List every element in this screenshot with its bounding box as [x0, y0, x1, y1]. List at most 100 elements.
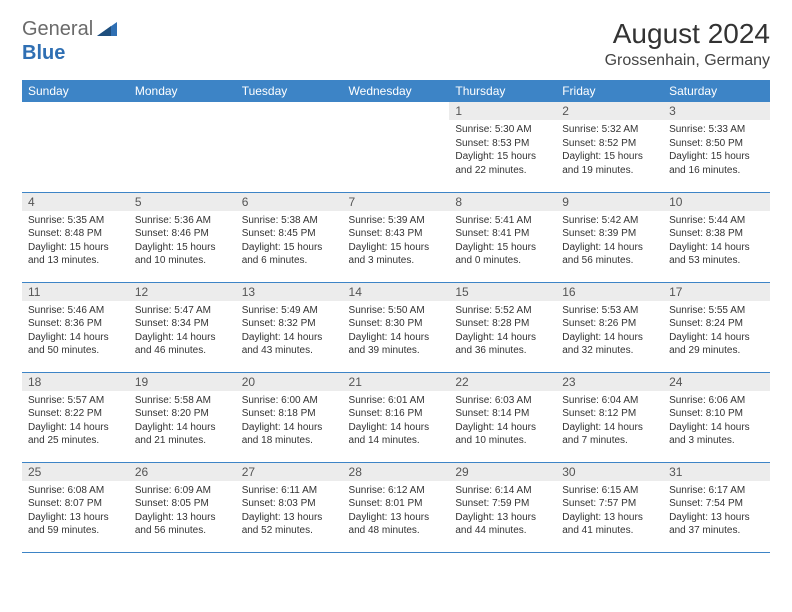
sunset-text: Sunset: 8:41 PM	[455, 227, 550, 241]
calendar-day-cell: 2Sunrise: 5:32 AMSunset: 8:52 PMDaylight…	[556, 102, 663, 192]
day-details: Sunrise: 5:53 AMSunset: 8:26 PMDaylight:…	[556, 301, 663, 362]
day-details: Sunrise: 5:38 AMSunset: 8:45 PMDaylight:…	[236, 211, 343, 272]
daylight-text-2: and 14 minutes.	[349, 434, 444, 448]
daylight-text-1: Daylight: 14 hours	[28, 421, 123, 435]
day-number: 6	[236, 193, 343, 211]
calendar-day-cell: 4Sunrise: 5:35 AMSunset: 8:48 PMDaylight…	[22, 192, 129, 282]
day-details: Sunrise: 6:03 AMSunset: 8:14 PMDaylight:…	[449, 391, 556, 452]
calendar-day-cell: 25Sunrise: 6:08 AMSunset: 8:07 PMDayligh…	[22, 462, 129, 552]
sunset-text: Sunset: 8:28 PM	[455, 317, 550, 331]
page-title: August 2024	[605, 18, 770, 50]
daylight-text-2: and 41 minutes.	[562, 524, 657, 538]
daylight-text-1: Daylight: 13 hours	[669, 511, 764, 525]
daylight-text-2: and 3 minutes.	[669, 434, 764, 448]
calendar-day-cell: 30Sunrise: 6:15 AMSunset: 7:57 PMDayligh…	[556, 462, 663, 552]
daylight-text-1: Daylight: 14 hours	[669, 421, 764, 435]
sunrise-text: Sunrise: 6:00 AM	[242, 394, 337, 408]
sunrise-text: Sunrise: 6:15 AM	[562, 484, 657, 498]
sunrise-text: Sunrise: 6:14 AM	[455, 484, 550, 498]
calendar-day-cell: 12Sunrise: 5:47 AMSunset: 8:34 PMDayligh…	[129, 282, 236, 372]
day-number: 7	[343, 193, 450, 211]
day-number: 23	[556, 373, 663, 391]
calendar-day-cell: 22Sunrise: 6:03 AMSunset: 8:14 PMDayligh…	[449, 372, 556, 462]
day-details: Sunrise: 6:01 AMSunset: 8:16 PMDaylight:…	[343, 391, 450, 452]
daylight-text-2: and 22 minutes.	[455, 164, 550, 178]
title-block: August 2024 Grossenhain, Germany	[605, 18, 770, 70]
calendar-day-cell: 28Sunrise: 6:12 AMSunset: 8:01 PMDayligh…	[343, 462, 450, 552]
sunset-text: Sunset: 7:54 PM	[669, 497, 764, 511]
daylight-text-2: and 53 minutes.	[669, 254, 764, 268]
calendar-day-cell: 9Sunrise: 5:42 AMSunset: 8:39 PMDaylight…	[556, 192, 663, 282]
day-details: Sunrise: 6:11 AMSunset: 8:03 PMDaylight:…	[236, 481, 343, 542]
daylight-text-1: Daylight: 13 hours	[562, 511, 657, 525]
sunset-text: Sunset: 8:46 PM	[135, 227, 230, 241]
calendar-week-row: 25Sunrise: 6:08 AMSunset: 8:07 PMDayligh…	[22, 462, 770, 552]
day-details: Sunrise: 5:50 AMSunset: 8:30 PMDaylight:…	[343, 301, 450, 362]
sunrise-text: Sunrise: 5:57 AM	[28, 394, 123, 408]
calendar-body: 1Sunrise: 5:30 AMSunset: 8:53 PMDaylight…	[22, 102, 770, 552]
day-details: Sunrise: 5:41 AMSunset: 8:41 PMDaylight:…	[449, 211, 556, 272]
day-number: 3	[663, 102, 770, 120]
sunrise-text: Sunrise: 5:44 AM	[669, 214, 764, 228]
day-number: 28	[343, 463, 450, 481]
day-number: 31	[663, 463, 770, 481]
daylight-text-2: and 21 minutes.	[135, 434, 230, 448]
sunset-text: Sunset: 7:59 PM	[455, 497, 550, 511]
calendar-header-row: SundayMondayTuesdayWednesdayThursdayFrid…	[22, 80, 770, 102]
day-number: 16	[556, 283, 663, 301]
day-details: Sunrise: 5:36 AMSunset: 8:46 PMDaylight:…	[129, 211, 236, 272]
column-header: Monday	[129, 80, 236, 102]
daylight-text-1: Daylight: 13 hours	[135, 511, 230, 525]
sunrise-text: Sunrise: 5:38 AM	[242, 214, 337, 228]
sunrise-text: Sunrise: 5:55 AM	[669, 304, 764, 318]
day-number: 25	[22, 463, 129, 481]
sunrise-text: Sunrise: 5:41 AM	[455, 214, 550, 228]
day-details: Sunrise: 5:46 AMSunset: 8:36 PMDaylight:…	[22, 301, 129, 362]
sunset-text: Sunset: 7:57 PM	[562, 497, 657, 511]
calendar-day-cell	[343, 102, 450, 192]
calendar-day-cell: 20Sunrise: 6:00 AMSunset: 8:18 PMDayligh…	[236, 372, 343, 462]
calendar-day-cell: 19Sunrise: 5:58 AMSunset: 8:20 PMDayligh…	[129, 372, 236, 462]
day-number: 19	[129, 373, 236, 391]
day-details: Sunrise: 5:33 AMSunset: 8:50 PMDaylight:…	[663, 120, 770, 181]
daylight-text-2: and 29 minutes.	[669, 344, 764, 358]
calendar-week-row: 11Sunrise: 5:46 AMSunset: 8:36 PMDayligh…	[22, 282, 770, 372]
logo-triangle-icon	[97, 18, 117, 41]
day-number: 26	[129, 463, 236, 481]
daylight-text-1: Daylight: 15 hours	[349, 241, 444, 255]
sunset-text: Sunset: 8:07 PM	[28, 497, 123, 511]
sunset-text: Sunset: 8:14 PM	[455, 407, 550, 421]
day-number: 20	[236, 373, 343, 391]
day-number: 18	[22, 373, 129, 391]
daylight-text-2: and 50 minutes.	[28, 344, 123, 358]
sunset-text: Sunset: 8:53 PM	[455, 137, 550, 151]
daylight-text-1: Daylight: 13 hours	[28, 511, 123, 525]
daylight-text-1: Daylight: 14 hours	[242, 421, 337, 435]
daylight-text-2: and 10 minutes.	[135, 254, 230, 268]
daylight-text-2: and 36 minutes.	[455, 344, 550, 358]
day-number: 10	[663, 193, 770, 211]
sunrise-text: Sunrise: 6:04 AM	[562, 394, 657, 408]
calendar-day-cell: 13Sunrise: 5:49 AMSunset: 8:32 PMDayligh…	[236, 282, 343, 372]
calendar-day-cell: 15Sunrise: 5:52 AMSunset: 8:28 PMDayligh…	[449, 282, 556, 372]
day-details: Sunrise: 6:17 AMSunset: 7:54 PMDaylight:…	[663, 481, 770, 542]
day-number: 4	[22, 193, 129, 211]
sunset-text: Sunset: 8:30 PM	[349, 317, 444, 331]
day-details: Sunrise: 6:06 AMSunset: 8:10 PMDaylight:…	[663, 391, 770, 452]
sunset-text: Sunset: 8:43 PM	[349, 227, 444, 241]
day-number: 14	[343, 283, 450, 301]
daylight-text-2: and 0 minutes.	[455, 254, 550, 268]
day-details: Sunrise: 5:30 AMSunset: 8:53 PMDaylight:…	[449, 120, 556, 181]
sunrise-text: Sunrise: 5:49 AM	[242, 304, 337, 318]
daylight-text-2: and 3 minutes.	[349, 254, 444, 268]
daylight-text-1: Daylight: 15 hours	[242, 241, 337, 255]
sunset-text: Sunset: 8:45 PM	[242, 227, 337, 241]
page-subtitle: Grossenhain, Germany	[605, 52, 770, 70]
calendar-day-cell: 11Sunrise: 5:46 AMSunset: 8:36 PMDayligh…	[22, 282, 129, 372]
day-details: Sunrise: 5:57 AMSunset: 8:22 PMDaylight:…	[22, 391, 129, 452]
daylight-text-2: and 43 minutes.	[242, 344, 337, 358]
day-number: 29	[449, 463, 556, 481]
daylight-text-1: Daylight: 14 hours	[562, 241, 657, 255]
calendar-day-cell: 26Sunrise: 6:09 AMSunset: 8:05 PMDayligh…	[129, 462, 236, 552]
daylight-text-1: Daylight: 14 hours	[455, 421, 550, 435]
